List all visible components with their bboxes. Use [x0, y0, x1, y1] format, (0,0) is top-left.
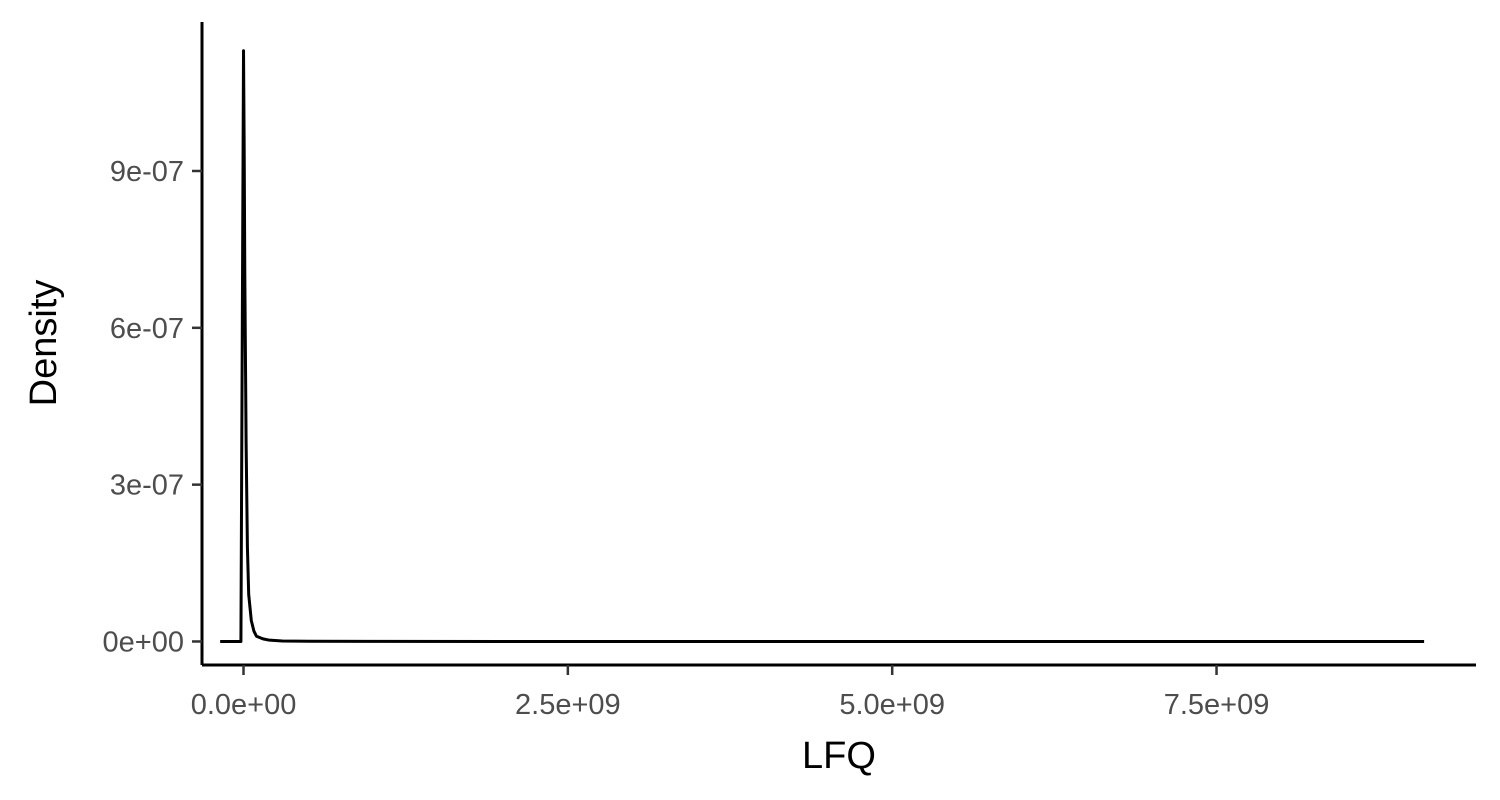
y-ticks: 0e+00 3e-07 6e-07 9e-07: [103, 156, 202, 658]
x-ticks: 0.0e+00 2.5e+09 5.0e+09 7.5e+09: [191, 665, 1270, 721]
x-tick-label: 7.5e+09: [1164, 689, 1270, 721]
x-tick-label: 0.0e+00: [191, 689, 297, 721]
x-tick-label: 5.0e+09: [839, 689, 945, 721]
series-layer: [220, 49, 1425, 643]
y-axis-title: Density: [23, 280, 65, 407]
density-curve-0: [220, 49, 1425, 643]
y-tick-label: 9e-07: [110, 156, 184, 188]
x-axis-title: LFQ: [802, 735, 876, 777]
y-tick-label: 3e-07: [110, 470, 184, 502]
y-tick-label: 0e+00: [103, 626, 184, 658]
y-tick-label: 6e-07: [110, 313, 184, 345]
x-tick-label: 2.5e+09: [515, 689, 621, 721]
